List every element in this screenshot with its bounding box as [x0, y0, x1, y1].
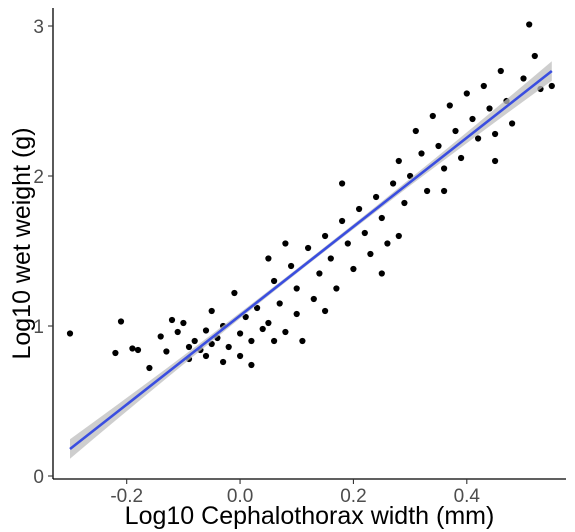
data-point: [452, 127, 459, 135]
data-point: [157, 333, 164, 340]
fit-line-layer: [69, 69, 553, 451]
data-point: [271, 277, 278, 285]
data-point: [185, 343, 193, 351]
data-point: [282, 328, 289, 336]
x-tick-label: 0.2: [340, 486, 366, 507]
data-point: [486, 105, 493, 112]
data-point: [531, 52, 538, 60]
data-point: [390, 180, 397, 187]
points-layer: [66, 21, 555, 372]
data-point: [146, 364, 153, 372]
x-tick-label: 0.4: [454, 486, 481, 507]
fit-line: [69, 69, 553, 451]
y-tick-label: 3: [33, 17, 44, 38]
y-tick-label: 0: [33, 467, 44, 488]
data-point: [271, 337, 278, 345]
data-point: [310, 295, 317, 303]
data-point: [237, 330, 244, 337]
data-point: [548, 82, 555, 90]
y-tick-label: 1: [33, 317, 44, 338]
data-point: [526, 21, 533, 28]
data-point: [378, 214, 385, 222]
data-point: [248, 337, 255, 345]
data-point: [305, 244, 312, 252]
x-ticks: -0.2 0.0 0.2 0.4: [110, 479, 480, 507]
data-point: [458, 154, 465, 162]
data-point: [429, 112, 436, 120]
data-point: [66, 330, 74, 337]
data-point: [339, 217, 346, 225]
axes: [52, 8, 566, 480]
data-point: [344, 240, 351, 247]
x-tick-label: -0.2: [110, 486, 143, 507]
data-point: [293, 285, 300, 292]
data-point: [220, 358, 227, 366]
data-point: [180, 319, 187, 327]
data-point: [424, 187, 431, 195]
data-point: [322, 307, 329, 315]
data-point: [378, 270, 385, 277]
data-point: [231, 289, 238, 297]
data-point: [327, 255, 334, 262]
data-point: [350, 265, 357, 273]
data-point: [112, 349, 119, 357]
data-point: [333, 285, 340, 292]
data-point: [248, 361, 255, 369]
data-point: [259, 325, 266, 333]
data-point: [492, 157, 499, 165]
data-point: [356, 205, 363, 213]
data-point: [395, 232, 402, 240]
x-tick-label: 0.0: [227, 486, 253, 507]
y-axis-title: Log10 wet weight (g): [8, 127, 36, 359]
y-ticks: 0 1 2 3: [33, 17, 53, 488]
data-point: [237, 352, 244, 360]
data-point: [395, 157, 402, 165]
data-point: [401, 199, 408, 207]
data-point: [208, 307, 215, 315]
data-point: [418, 150, 425, 157]
x-axis-title: Log10 Cephalothorax width (mm): [125, 502, 495, 530]
data-point: [242, 313, 249, 321]
data-point: [441, 187, 448, 195]
data-point: [435, 142, 442, 150]
data-point: [163, 348, 170, 355]
data-point: [339, 180, 346, 187]
data-point: [475, 135, 482, 142]
data-point: [480, 82, 487, 90]
data-point: [441, 165, 448, 172]
data-point: [299, 337, 306, 345]
data-point: [361, 229, 368, 237]
data-point: [276, 300, 283, 307]
data-point: [492, 130, 499, 138]
data-point: [316, 270, 323, 277]
data-point: [288, 262, 295, 270]
data-point: [367, 250, 374, 258]
data-point: [463, 90, 470, 97]
data-point: [225, 343, 232, 351]
y-tick-label: 2: [33, 167, 44, 188]
data-point: [520, 75, 527, 82]
data-point: [265, 319, 272, 327]
data-point: [497, 67, 504, 75]
data-point: [174, 328, 181, 336]
data-point: [134, 346, 142, 354]
data-point: [202, 327, 210, 334]
data-point: [202, 352, 210, 360]
data-point: [469, 115, 476, 123]
data-point: [508, 120, 516, 127]
data-point: [265, 255, 272, 262]
data-point: [446, 102, 453, 109]
data-point: [282, 240, 289, 247]
data-point: [168, 316, 176, 324]
data-point: [129, 345, 136, 352]
data-point: [412, 127, 419, 135]
data-point: [191, 337, 198, 345]
data-point: [373, 193, 380, 201]
data-point: [254, 304, 261, 312]
data-point: [384, 240, 391, 247]
data-point: [117, 318, 125, 325]
data-point: [322, 232, 329, 240]
data-point: [293, 310, 300, 318]
